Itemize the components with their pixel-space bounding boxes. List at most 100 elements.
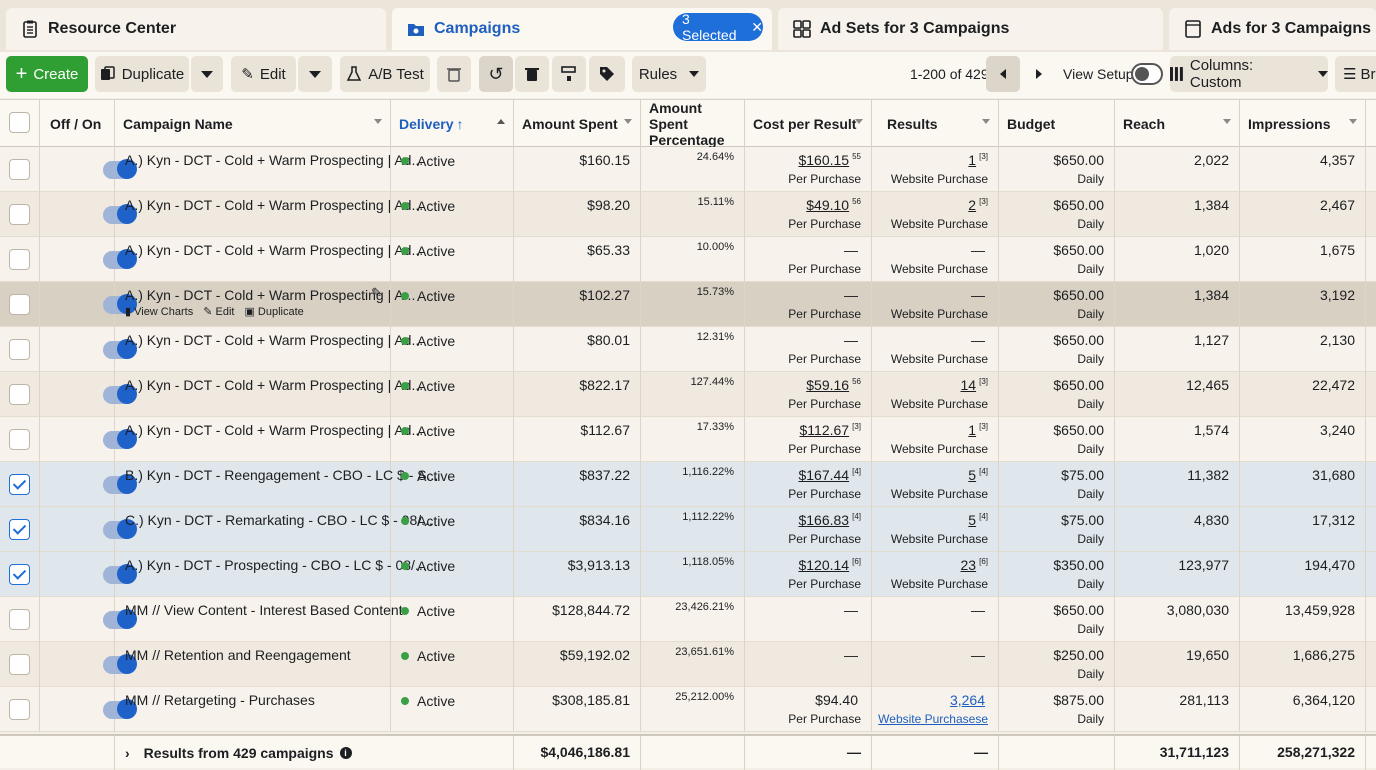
campaign-name-cell[interactable]: MM // Retargeting - Purchases	[115, 687, 391, 732]
table-row[interactable]: B.) Kyn - DCT - Reengagement - CBO - LC …	[0, 462, 1376, 507]
campaign-name[interactable]: B.) Kyn - DCT - Reengagement - CBO - LC …	[125, 467, 439, 483]
row-checkbox[interactable]	[9, 474, 30, 495]
tab-ads[interactable]: Ads for 3 Campaigns	[1169, 8, 1376, 50]
campaign-toggle[interactable]	[103, 159, 137, 179]
cost-per-result-cell[interactable]: —	[745, 597, 872, 642]
budget-cell[interactable]: $75.00 Daily	[999, 507, 1115, 552]
results-cell[interactable]: 1 [3] Website Purchase	[872, 147, 999, 192]
row-checkbox[interactable]	[9, 609, 30, 630]
duplicate-dropdown-button[interactable]	[191, 56, 223, 92]
table-row[interactable]: A.) Kyn - DCT - Cold + Warm Prospecting …	[0, 237, 1376, 282]
row-checkbox[interactable]	[9, 204, 30, 225]
row-checkbox[interactable]	[9, 294, 30, 315]
header-amount-spent-percentage[interactable]: Amount Spent Percentage	[641, 100, 745, 148]
header-amount-spent[interactable]: Amount Spent	[514, 100, 641, 147]
budget-cell[interactable]: $650.00 Daily	[999, 282, 1115, 327]
budget-cell[interactable]: $650.00 Daily	[999, 237, 1115, 282]
campaign-name[interactable]: A.) Kyn - DCT - Cold + Warm Prospecting …	[125, 152, 424, 168]
rules-button[interactable]: Rules	[632, 56, 706, 92]
campaign-name-cell[interactable]: A.) Kyn - DCT - Cold + Warm Prospecting …	[115, 327, 423, 372]
campaign-toggle[interactable]	[103, 249, 137, 269]
view-setup-toggle[interactable]	[1131, 63, 1163, 85]
breakdown-button[interactable]: ☰ Br	[1335, 56, 1376, 92]
header-cost-per-result[interactable]: Cost per Result	[745, 100, 872, 147]
header-off-on[interactable]: Off / On	[40, 100, 115, 147]
results-cell[interactable]: —	[872, 642, 999, 687]
clear-selection-icon[interactable]: ✕	[751, 18, 763, 35]
campaign-toggle[interactable]	[103, 654, 137, 674]
create-button[interactable]: + Create	[6, 56, 88, 92]
row-checkbox[interactable]	[9, 339, 30, 360]
cost-per-result-cell[interactable]: —	[745, 642, 872, 687]
ab-test-button[interactable]: A/B Test	[340, 56, 430, 92]
campaign-name-cell[interactable]: A.) Kyn - DCT - Cold + Warm Prospecting …	[115, 417, 423, 462]
cost-per-result-cell[interactable]: $167.44 [4] Per Purchase	[745, 462, 872, 507]
campaign-name[interactable]: A.) Kyn - DCT - Cold + Warm Prospecting …	[125, 377, 424, 393]
cost-per-result-cell[interactable]: — Per Purchase	[745, 237, 872, 282]
cost-per-result-cell[interactable]: $160.15 55 Per Purchase	[745, 147, 872, 192]
table-row[interactable]: A.) Kyn - DCT - Cold + Warm Prospecting …	[0, 372, 1376, 417]
campaign-name-cell[interactable]: A.) Kyn - DCT - Prospecting - CBO - LC $…	[115, 552, 427, 597]
budget-cell[interactable]: $650.00 Daily	[999, 327, 1115, 372]
campaign-toggle[interactable]	[103, 294, 137, 314]
cost-per-result-cell[interactable]: $120.14 [6] Per Purchase	[745, 552, 872, 597]
budget-cell[interactable]: $650.00 Daily	[999, 417, 1115, 462]
tab-ad-sets[interactable]: Ad Sets for 3 Campaigns	[778, 8, 1163, 50]
campaign-name[interactable]: A.) Kyn - DCT - Prospecting - CBO - LC $…	[125, 557, 427, 573]
row-checkbox[interactable]	[9, 564, 30, 585]
table-row[interactable]: A.) Kyn - DCT - Cold + Warm Prospecting …	[0, 327, 1376, 372]
cost-per-result-cell[interactable]: $166.83 [4] Per Purchase	[745, 507, 872, 552]
duplicate-button[interactable]: Duplicate	[95, 56, 189, 92]
campaign-toggle[interactable]	[103, 384, 137, 404]
campaign-name[interactable]: A.) Kyn - DCT - Cold + Warm Prospecting …	[125, 197, 424, 213]
campaign-name[interactable]: A.) Kyn - DCT - Cold + Warm Prospecting …	[125, 332, 424, 348]
archive-button[interactable]	[437, 56, 471, 92]
budget-cell[interactable]: $650.00 Daily	[999, 597, 1115, 642]
campaign-name-cell[interactable]: A.) Kyn - DCT - Cold + Warm Prospecting …	[115, 192, 423, 237]
cost-per-result-cell[interactable]: — Per Purchase	[745, 327, 872, 372]
row-checkbox[interactable]	[9, 249, 30, 270]
results-cell[interactable]: 14 [3] Website Purchase	[872, 372, 999, 417]
campaign-name-cell[interactable]: C.) Kyn - DCT - Remarkating - CBO - LC $…	[115, 507, 433, 552]
table-row[interactable]: A.) Kyn - DCT - Cold + Warm Prospecting …	[0, 417, 1376, 462]
budget-cell[interactable]: $350.00 Daily	[999, 552, 1115, 597]
budget-cell[interactable]: $650.00 Daily	[999, 192, 1115, 237]
campaign-toggle[interactable]	[103, 474, 137, 494]
campaign-name[interactable]: A.) Kyn - DCT - Cold + Warm Prospecting …	[125, 422, 424, 438]
header-campaign-name[interactable]: Campaign Name	[115, 100, 391, 147]
budget-cell[interactable]: $250.00 Daily	[999, 642, 1115, 687]
campaign-name-cell[interactable]: MM // View Content - Interest Based Cont…	[115, 597, 403, 642]
results-cell[interactable]: — Website Purchase	[872, 282, 999, 327]
row-checkbox[interactable]	[9, 384, 30, 405]
delete-button[interactable]	[515, 56, 549, 92]
campaign-toggle[interactable]	[103, 609, 137, 629]
tag-button[interactable]	[589, 56, 625, 92]
campaign-name[interactable]: MM // Retention and Reengagement	[125, 647, 351, 663]
campaign-name-cell[interactable]: A.) Kyn - DCT - Cold + Warm Prospecting …	[115, 237, 423, 282]
table-row[interactable]: MM // Retention and Reengagement Active …	[0, 642, 1376, 687]
results-cell[interactable]: —	[872, 597, 999, 642]
row-checkbox[interactable]	[9, 519, 30, 540]
table-row[interactable]: A.) Kyn - DCT - Cold + Warm Prospecting …	[0, 192, 1376, 237]
view-charts-link[interactable]: ▮ View Charts	[125, 305, 193, 318]
campaign-toggle[interactable]	[103, 429, 137, 449]
campaign-toggle[interactable]	[103, 519, 137, 539]
select-all-checkbox[interactable]	[9, 112, 30, 133]
table-row[interactable]: A.) Kyn - DCT - Prospecting - CBO - LC $…	[0, 552, 1376, 597]
edit-dropdown-button[interactable]	[298, 56, 332, 92]
results-cell[interactable]: — Website Purchase	[872, 237, 999, 282]
budget-cell[interactable]: $875.00 Daily	[999, 687, 1115, 732]
row-checkbox[interactable]	[9, 159, 30, 180]
campaign-name-cell[interactable]: A.) Kyn - DCT - Cold + Warm Prospecting …	[115, 372, 423, 417]
columns-button[interactable]: Columns: Custom	[1170, 56, 1328, 92]
budget-cell[interactable]: $650.00 Daily	[999, 147, 1115, 192]
campaign-name[interactable]: MM // Retargeting - Purchases	[125, 692, 315, 708]
results-cell[interactable]: 1 [3] Website Purchase	[872, 417, 999, 462]
results-cell[interactable]: 23 [6] Website Purchase	[872, 552, 999, 597]
tab-resource-center[interactable]: Resource Center	[6, 8, 386, 50]
results-cell[interactable]: — Website Purchase	[872, 327, 999, 372]
results-cell[interactable]: 2 [3] Website Purchase	[872, 192, 999, 237]
table-row[interactable]: MM // Retargeting - Purchases Active $30…	[0, 687, 1376, 732]
campaign-name-cell[interactable]: A.) Kyn - DCT - Cold + Warm Prospecting …	[115, 282, 415, 327]
cost-per-result-cell[interactable]: — Per Purchase	[745, 282, 872, 327]
